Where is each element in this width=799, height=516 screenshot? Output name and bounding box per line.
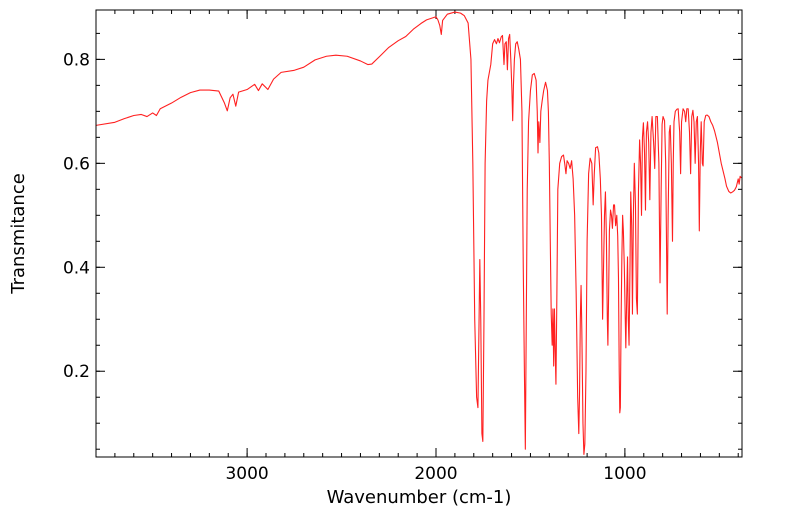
x-tick-label: 1000: [603, 464, 646, 484]
x-tick-labels: 3000 2000 1000: [225, 464, 646, 484]
y-tick-label: 0.2: [63, 362, 90, 382]
x-tick-label: 2000: [414, 464, 457, 484]
y-tick-label: 0.4: [63, 258, 90, 278]
y-axis-title: Transmitance: [8, 173, 29, 295]
y-tick-label: 0.8: [63, 50, 90, 70]
major-ticks: [96, 10, 742, 457]
x-tick-label: 3000: [225, 464, 268, 484]
x-axis-title: Wavenumber (cm-1): [327, 487, 512, 508]
plot-area-frame: [95, 9, 743, 458]
spectrum-line: [95, 11, 742, 455]
y-tick-label: 0.6: [63, 154, 90, 174]
y-tick-labels: 0.2 0.4 0.6 0.8: [63, 50, 90, 382]
